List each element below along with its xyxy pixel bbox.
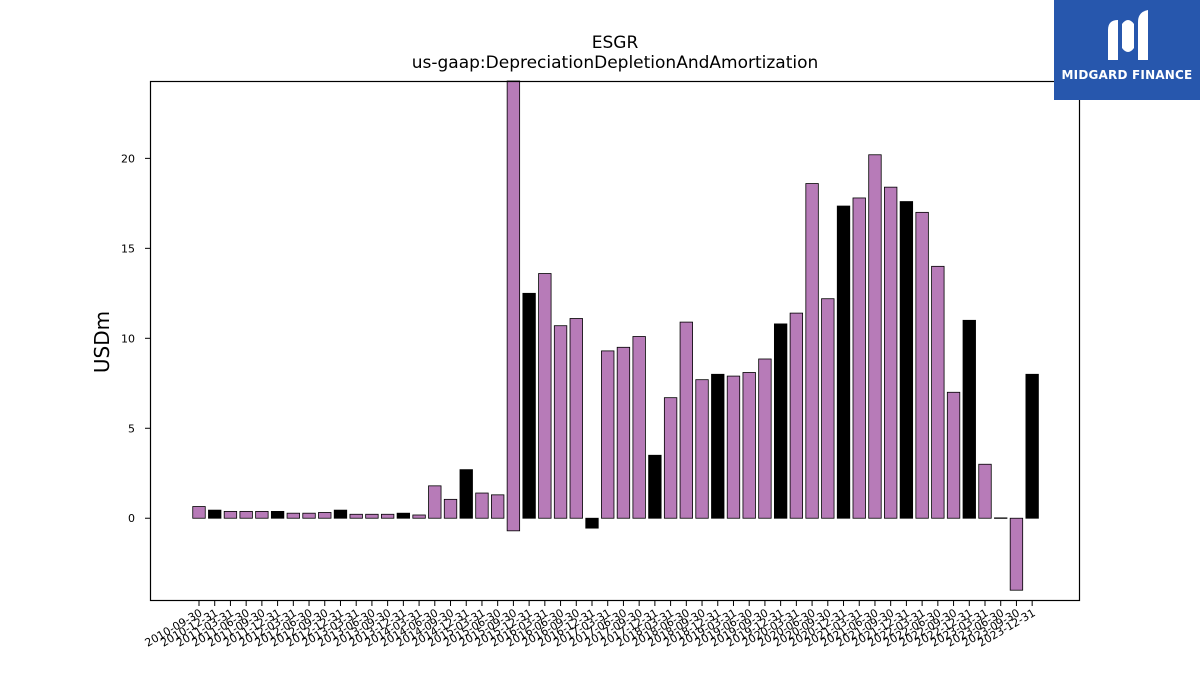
bar-2018-12-31 [711,373,725,519]
y-tick-label: 10 [121,332,135,345]
bar-2019-09-30 [758,358,772,519]
midgard-logo-icon [1108,10,1148,60]
bar-2021-06-30 [868,154,882,519]
bar-2023-03-31 [978,463,992,519]
bar-2017-12-31 [648,454,662,519]
bar-2011-03-31 [223,510,238,519]
bar-2015-12-31 [522,292,536,519]
bar-2011-09-30 [255,510,269,519]
bar-2012-06-30 [302,512,316,519]
bar-2012-03-31 [286,512,300,519]
bar-2019-03-31 [726,375,741,519]
bar-2021-03-31 [852,197,866,519]
y-axis: 0 5 10 15 20 [121,152,150,525]
bar-2019-06-30 [742,372,756,519]
bars-group [192,80,1039,591]
bar-2021-12-31 [899,201,914,519]
bar-2016-09-30 [569,318,583,519]
bar-2015-09-30 [506,80,521,532]
y-tick-label: 20 [121,152,135,165]
bar-2022-12-31 [962,319,976,519]
y-tick-label: 15 [121,242,135,255]
bar-2012-09-30 [318,512,332,519]
plot-frame [149,80,1081,602]
bar-2015-06-30 [491,494,505,519]
bar-2014-09-30 [443,498,458,519]
brand-logo: MIDGARD FINANCE [1054,0,1200,100]
chart-title: ESGR [592,33,639,53]
bar-2018-06-30 [679,321,693,519]
bar-2013-09-30 [380,513,395,519]
bar-2014-12-31 [459,469,473,519]
bar-2013-06-30 [365,513,379,519]
bar-2020-03-31 [789,312,804,519]
chart-subtitle: us-gaap:DepreciationDepletionAndAmortiza… [412,53,819,73]
bar-2013-03-31 [349,513,363,519]
brand-name: MIDGARD FINANCE [1061,68,1193,82]
bar-2016-03-31 [538,273,552,519]
bar-2010-09-30 [192,506,206,519]
bar-2022-06-30 [931,265,945,519]
bar-2011-06-30 [239,510,253,519]
bar-2014-06-30 [428,485,442,519]
y-tick-label: 5 [128,422,135,435]
bar-2020-09-30 [821,298,835,519]
bar-2021-09-30 [884,186,898,519]
y-tick-label: 0 [128,512,135,525]
bar-2017-09-30 [632,336,646,519]
bar-2016-12-31 [585,517,599,529]
bar-2023-09-30 [1009,517,1024,591]
bar-2017-03-31 [601,350,615,519]
bar-2020-12-31 [836,205,851,519]
bar-2012-12-31 [333,509,348,519]
bar-2017-06-30 [616,346,631,519]
bar-2014-03-31 [412,514,426,519]
bar-2016-06-30 [553,325,568,519]
bar-2013-12-31 [396,512,411,519]
bar-2011-12-31 [270,510,285,519]
bar-2020-06-30 [805,183,819,519]
x-axis: 2010-09-302010-12-312011-03-312011-06-30… [143,601,1038,650]
bar-2010-12-31 [208,509,222,519]
bar-2019-12-31 [773,323,788,519]
bar-2022-03-31 [915,211,929,519]
bar-2015-03-31 [475,492,489,519]
bar-2022-09-30 [946,391,961,519]
bar-2018-03-31 [663,397,678,519]
bar-2023-12-31 [1025,373,1039,519]
bar-2023-06-30 [994,517,1008,519]
y-axis-label: USDm [90,311,114,373]
bar-2018-09-30 [695,379,709,519]
